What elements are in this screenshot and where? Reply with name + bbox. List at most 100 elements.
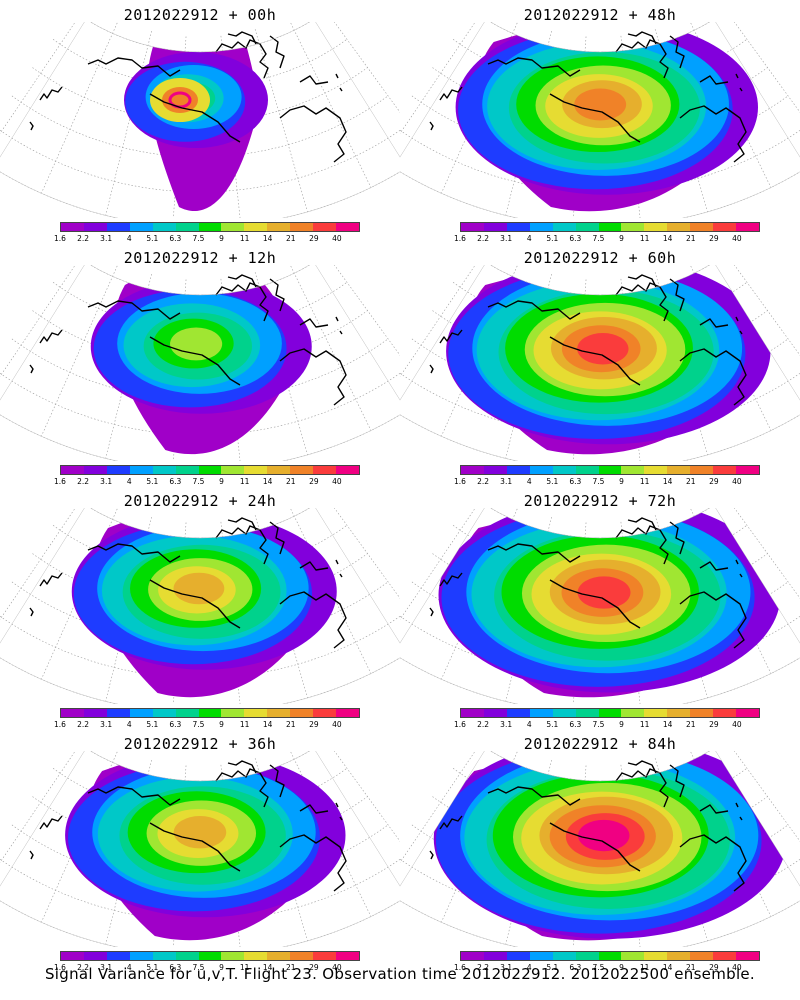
figure-caption: Signal Variance for u,v,T. Flight 23. Ob… — [44, 965, 756, 983]
colorbar-segment — [290, 952, 314, 960]
colorbar-labels: 1.6 2.2 3.1 4 5.1 6.3 7.5 9 11 14 21 29 40 — [54, 720, 360, 730]
colorbar-tick-label: 6.3 — [169, 477, 182, 486]
colorbar-segment — [175, 709, 199, 717]
colorbar-tick-label: 3.1 — [100, 234, 113, 243]
variance-field — [71, 508, 337, 698]
colorbar-tick-label: 11 — [639, 963, 650, 972]
colorbar-tick-label: 21 — [685, 963, 696, 972]
colorbar-tick-label: 2.2 — [77, 477, 90, 486]
colorbar-segment — [290, 709, 314, 717]
colorbar-tick-label: 11 — [639, 477, 650, 486]
coastlines — [429, 760, 747, 892]
colorbar-segment — [598, 709, 622, 717]
colorbar-tick-label: 3.1 — [100, 477, 113, 486]
colorbar-segment — [244, 952, 268, 960]
variance-map — [400, 22, 800, 218]
colorbar-tick-label: 40 — [332, 720, 342, 729]
colorbar-tick-label: 4 — [126, 477, 132, 486]
colorbar-segment — [290, 466, 314, 474]
coastlines — [29, 274, 347, 406]
colorbar-segment — [552, 952, 576, 960]
colorbar-segment — [461, 466, 484, 474]
colorbar-tick-label: 11 — [639, 234, 650, 243]
colorbar-tick-label: 9 — [219, 720, 224, 729]
colorbar-segment — [552, 223, 576, 231]
colorbar-tick-label: 40 — [332, 477, 342, 486]
colorbar-segment — [461, 952, 484, 960]
colorbar-tick-label: 11 — [639, 720, 650, 729]
colorbar-segment — [61, 223, 84, 231]
colorbar-tick-label: 29 — [309, 720, 319, 729]
map-panel: 2012022912 + 48h 1.6 2.2 3.1 4 5.1 6.3 7.5 9 11 14… — [400, 0, 800, 243]
colorbar-segment — [621, 709, 645, 717]
colorbar-segment — [552, 709, 576, 717]
colorbar-tick-label: 14 — [662, 477, 673, 486]
coastlines — [29, 31, 347, 163]
colorbar-tick-label: 7.5 — [192, 963, 205, 972]
colorbar-tick-label: 3.1 — [500, 234, 513, 243]
colorbar-tick-label: 6.3 — [169, 234, 182, 243]
colorbar-tick-label: 9 — [219, 234, 224, 243]
colorbar-segment — [575, 223, 599, 231]
colorbar-segment — [667, 952, 691, 960]
map-domain-outline — [0, 22, 400, 218]
colorbar — [60, 465, 360, 475]
colorbar-segment — [506, 952, 530, 960]
colorbar — [460, 465, 760, 475]
map-domain-outline — [0, 751, 400, 947]
colorbar-segment — [267, 709, 291, 717]
colorbar-segment — [461, 709, 484, 717]
colorbar-labels: 1.6 2.2 3.1 4 5.1 6.3 7.5 9 11 14 21 29 40 — [454, 477, 760, 487]
colorbar-segment — [313, 709, 337, 717]
variance-map — [400, 751, 800, 947]
colorbar-tick-label: 5.1 — [146, 234, 159, 243]
colorbar-segment — [61, 466, 84, 474]
colorbar-segment — [198, 223, 222, 231]
variance-map — [0, 22, 400, 218]
colorbar-tick-label: 40 — [332, 234, 342, 243]
colorbar-tick-label: 4 — [526, 963, 532, 972]
colorbar-segment — [598, 952, 622, 960]
colorbar-tick-label: 5.1 — [546, 477, 559, 486]
colorbar-tick-label: 3.1 — [500, 720, 513, 729]
colorbar-segment — [506, 466, 530, 474]
colorbar-tick-label: 6.3 — [169, 720, 182, 729]
colorbar-tick-label: 1.6 — [54, 477, 66, 486]
coastlines — [29, 517, 347, 649]
colorbar-segment — [267, 952, 291, 960]
variance-field — [90, 265, 312, 455]
colorbar-tick-label: 29 — [709, 963, 719, 972]
colorbar-segment — [621, 466, 645, 474]
panel-title: 2012022912 + 60h — [523, 249, 677, 267]
colorbar-segment — [221, 709, 245, 717]
colorbar — [60, 951, 360, 961]
colorbar-segment — [529, 709, 553, 717]
colorbar-segment — [552, 466, 576, 474]
colorbar-tick-label: 2.2 — [77, 963, 90, 972]
variance-map — [400, 508, 800, 704]
colorbar-tick-label: 21 — [285, 963, 296, 972]
colorbar-tick-label: 14 — [262, 477, 273, 486]
colorbar-segment — [83, 952, 107, 960]
colorbar-segment — [621, 952, 645, 960]
colorbar-segment — [644, 709, 668, 717]
colorbar-segment — [713, 709, 737, 717]
map-panel: 2012022912 + 00h 1.6 2.2 3.1 4 5.1 6.3 7.5 9 11 14… — [0, 0, 400, 243]
colorbar-segment — [244, 466, 268, 474]
panel-title: 2012022912 + 36h — [123, 735, 277, 753]
colorbar-tick-label: 5.1 — [546, 720, 559, 729]
colorbar-tick-label: 29 — [709, 720, 719, 729]
colorbar-segment — [506, 709, 530, 717]
colorbar-segment — [83, 466, 107, 474]
colorbar-segment — [713, 466, 737, 474]
colorbar-segment — [336, 952, 359, 960]
colorbar-tick-label: 14 — [262, 963, 273, 972]
colorbar-tick-label: 6.3 — [169, 963, 182, 972]
colorbar-tick-label: 3.1 — [100, 963, 113, 972]
colorbar-tick-label: 6.3 — [569, 720, 582, 729]
colorbar-tick-label: 14 — [662, 963, 673, 972]
colorbar-labels: 1.6 2.2 3.1 4 5.1 6.3 7.5 9 11 14 21 29 40 — [54, 234, 360, 244]
panel-title: 2012022912 + 84h — [523, 735, 677, 753]
colorbar-tick-label: 14 — [662, 720, 673, 729]
panel-title: 2012022912 + 24h — [123, 492, 277, 510]
